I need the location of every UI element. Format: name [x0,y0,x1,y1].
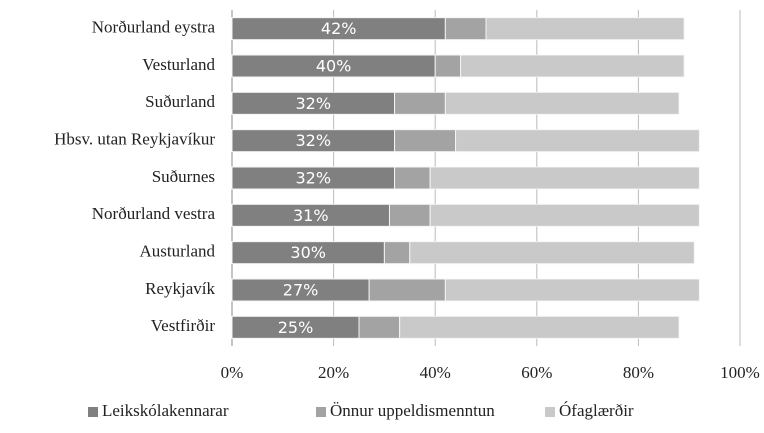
bar-segment [434,54,462,78]
bar-segment [485,17,685,41]
bar-segment [368,278,446,302]
legend-label: Leikskólakennarar [102,401,229,420]
value-label: 32% [295,131,331,150]
value-label: 42% [321,19,357,38]
value-label: 27% [283,281,319,300]
value-label: 40% [316,57,352,76]
bar-segment [460,54,685,78]
bar-segment [429,166,700,190]
bar-segment [444,91,680,115]
x-tick-label: 0% [221,363,244,382]
bar-segment [399,315,680,339]
bar-segment [444,278,700,302]
legend-marker [88,407,98,417]
value-label: 32% [295,94,331,113]
bar-segment [358,315,401,339]
legend-marker [316,407,326,417]
y-tick-label: Norðurland vestra [92,204,216,223]
bar-segment [394,91,446,115]
x-tick-label: 40% [420,363,451,382]
y-tick-label: Norðurland eystra [92,18,216,37]
bar-segment [455,129,700,153]
legend-marker [545,407,555,417]
y-tick-label: Reykjavík [145,279,215,298]
bar-segment [394,166,431,190]
bar-segment [409,241,695,265]
x-tick-label: 60% [521,363,552,382]
value-label: 30% [290,243,326,262]
y-tick-label: Vestfirðir [151,316,216,335]
y-tick-label: Suðurland [145,92,215,111]
y-tick-label: Vesturland [142,55,215,74]
legend-label: Ófaglærðir [559,401,634,420]
value-label: 25% [278,318,314,337]
bar-segment [394,129,457,153]
y-tick-label: Hbsv. utan Reykjavíkur [54,130,215,149]
x-tick-label: 20% [318,363,349,382]
bar-segment [429,203,700,227]
x-tick-label: 80% [623,363,654,382]
bar-segment [383,241,411,265]
y-tick-label: Austurland [139,242,215,261]
bar-segment [388,203,431,227]
legend-label: Önnur uppeldismenntun [330,401,495,420]
bar-segment [444,17,487,41]
x-tick-label: 100% [720,363,760,382]
y-tick-label: Suðurnes [152,167,215,186]
value-label: 31% [293,206,329,225]
value-label: 32% [295,169,331,188]
